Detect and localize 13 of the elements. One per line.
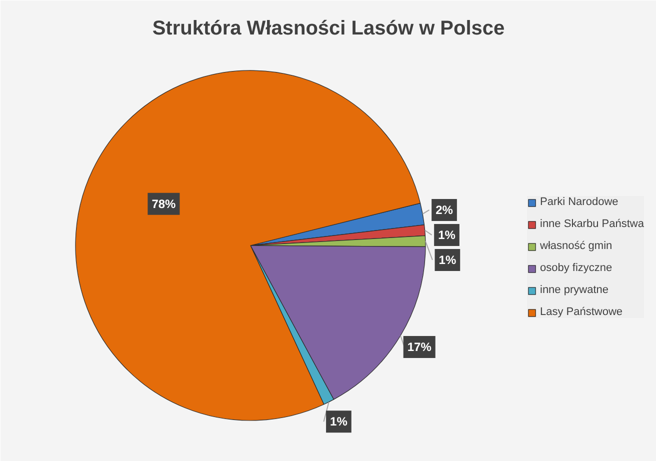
legend-label: Lasy Państwowe [540,306,623,318]
data-label: 1% [438,228,456,242]
data-label: 1% [330,414,348,429]
legend-label: inne prywatne [540,284,608,296]
data-label: 78% [152,196,176,211]
legend-label: osoby fizyczne [540,262,612,274]
chart-title: Struktóra Własności Lasów w Polsce [152,18,505,40]
legend-label: inne Skarbu Państwa [540,218,644,230]
data-label: 2% [436,202,454,217]
data-label: 17% [407,340,432,354]
legend-label: własność gmin [540,240,612,252]
data-label: 1% [438,252,456,267]
legend-label: Parki Narodowe [540,196,618,208]
